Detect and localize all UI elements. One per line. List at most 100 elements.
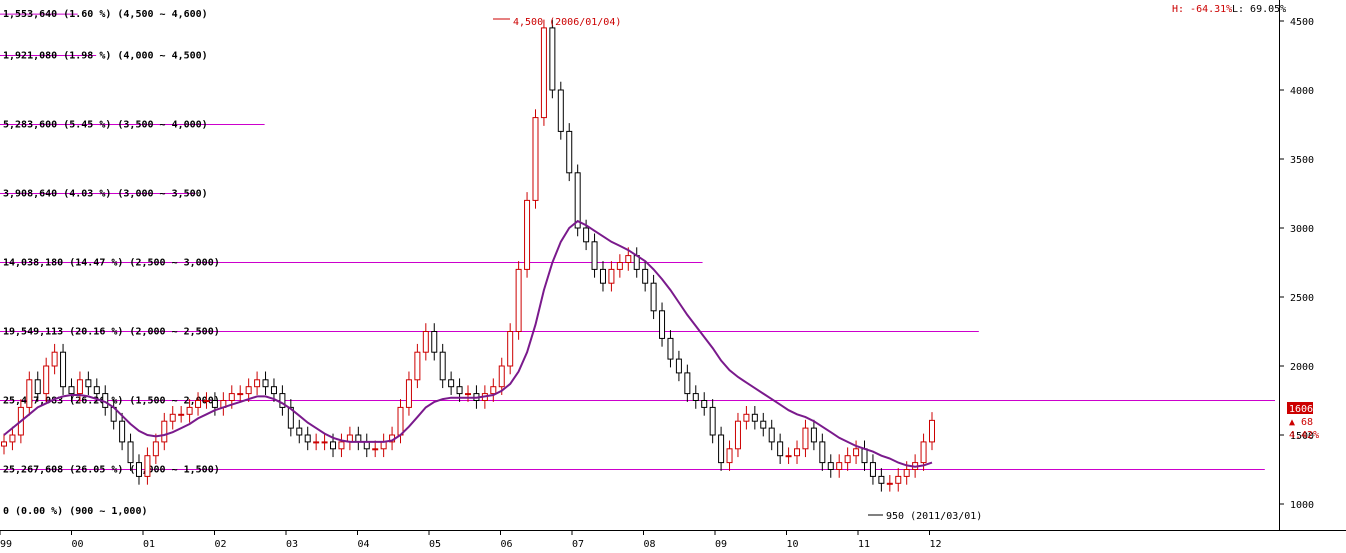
candle-body — [380, 441, 387, 450]
candle-body — [203, 400, 210, 402]
candle-body — [296, 427, 303, 436]
candle-body — [169, 413, 176, 422]
volume-profile-label: 25,267,608 (26.05 %) (1,000 ~ 1,500) — [3, 465, 220, 476]
low-annotation-text: 950 (2011/03/01) — [886, 511, 982, 522]
candle-body — [684, 372, 691, 395]
candle-body — [1, 441, 7, 447]
moving-average-line — [3, 219, 933, 468]
candle-body — [279, 393, 286, 408]
candle-body — [431, 331, 438, 353]
candle-body — [616, 262, 623, 270]
volume-profile-label: 1,553,640 (1.60 %) (4,500 ~ 4,600) — [3, 9, 208, 20]
candle-body — [397, 406, 404, 436]
candle-body — [245, 386, 252, 395]
low-annotation: 950 (2011/03/01) — [868, 511, 982, 522]
x-axis-ticks: 99 00 01 02 03 04 05 06 07 08 09 10 11 12 — [0, 530, 942, 550]
candle-body — [743, 413, 750, 422]
candle-body — [549, 27, 556, 91]
volume-profile-label: 0 (0.00 %) (900 ~ 1,000) — [3, 506, 148, 517]
candle-body — [583, 227, 590, 243]
candle-body — [34, 379, 41, 395]
high-annotation: 4,500 (2006/01/04) — [493, 17, 621, 28]
candle-body — [152, 441, 159, 457]
candle-body — [439, 351, 446, 381]
candle-body — [591, 241, 598, 270]
high-annotation-text: 4,500 (2006/01/04) — [513, 17, 621, 28]
candle-body — [60, 351, 67, 388]
x-tick-label: 99 — [0, 539, 12, 550]
x-tick-label: 00 — [72, 539, 84, 550]
last-change-text: ▲ 68 — [1289, 417, 1313, 428]
candle-body — [785, 455, 792, 458]
candle-body — [135, 462, 142, 477]
x-tick-label: 01 — [143, 539, 155, 550]
candle-body — [701, 400, 708, 408]
candle-body — [43, 365, 50, 395]
high-pct-text: H: -64.31% — [1172, 4, 1232, 15]
candle-body — [920, 441, 927, 464]
candle-body — [507, 331, 514, 367]
candle-body — [642, 268, 649, 284]
candle-body — [566, 130, 573, 174]
volume-profile-label: 19,549,113 (20.16 %) (2,000 ~ 2,500) — [3, 327, 220, 338]
candle-body — [599, 268, 606, 284]
candle-body — [718, 434, 725, 464]
candle-body — [270, 386, 277, 395]
candle-body — [304, 434, 311, 443]
candle-body — [211, 400, 218, 408]
volume-profile-label: 3,908,640 (4.03 %) (3,000 ~ 3,500) — [3, 189, 208, 200]
candle-body — [819, 441, 826, 464]
candle-body — [878, 475, 885, 484]
x-tick-label: 05 — [429, 539, 441, 550]
candle-body — [254, 379, 261, 388]
candle-body — [751, 413, 758, 422]
candle-body — [886, 482, 893, 485]
x-tick-label: 07 — [572, 539, 584, 550]
candle-body — [853, 448, 860, 457]
candle-body — [405, 379, 412, 408]
y-tick-label: 4500 — [1290, 17, 1314, 28]
candle-body — [372, 448, 379, 451]
candle-body — [26, 379, 33, 408]
x-tick-label: 10 — [787, 539, 799, 550]
candle-body — [85, 379, 92, 388]
candle-body — [794, 448, 801, 457]
y-tick-label: 3000 — [1290, 224, 1314, 235]
candle-body — [608, 268, 615, 284]
y-tick-label: 1000 — [1290, 500, 1314, 511]
last-price-box: 1606 ▲ 68 4.42% — [1287, 402, 1319, 441]
candle-body — [760, 420, 767, 429]
candle-body — [810, 427, 817, 443]
y-tick-label: 2000 — [1290, 362, 1314, 373]
candle-body — [827, 462, 834, 471]
candle-body — [76, 379, 83, 395]
candle-body — [456, 386, 463, 395]
candle-body — [330, 441, 337, 450]
x-tick-label: 08 — [644, 539, 656, 550]
candle-body — [574, 172, 581, 229]
candle-body — [313, 441, 320, 444]
y-tick-label: 4000 — [1290, 86, 1314, 97]
y-tick-label: 2500 — [1290, 293, 1314, 304]
candle-body — [532, 117, 539, 201]
x-tick-label: 11 — [858, 539, 870, 550]
candle-body — [929, 419, 935, 443]
candle-body — [321, 441, 328, 444]
candle-body — [195, 400, 202, 408]
candle-body — [836, 462, 843, 471]
candle-body — [161, 420, 168, 443]
candlestick-series — [1, 19, 935, 492]
x-tick-label: 02 — [215, 539, 227, 550]
candle-body — [287, 406, 294, 429]
candle-body — [675, 358, 682, 374]
candle-body — [861, 448, 868, 464]
candle-body — [355, 434, 362, 443]
last-price-background — [1287, 402, 1313, 414]
candle-body — [93, 386, 100, 395]
x-tick-label: 12 — [930, 539, 942, 550]
candle-body — [498, 365, 505, 388]
candle-body — [726, 448, 733, 464]
candle-body — [68, 386, 75, 395]
